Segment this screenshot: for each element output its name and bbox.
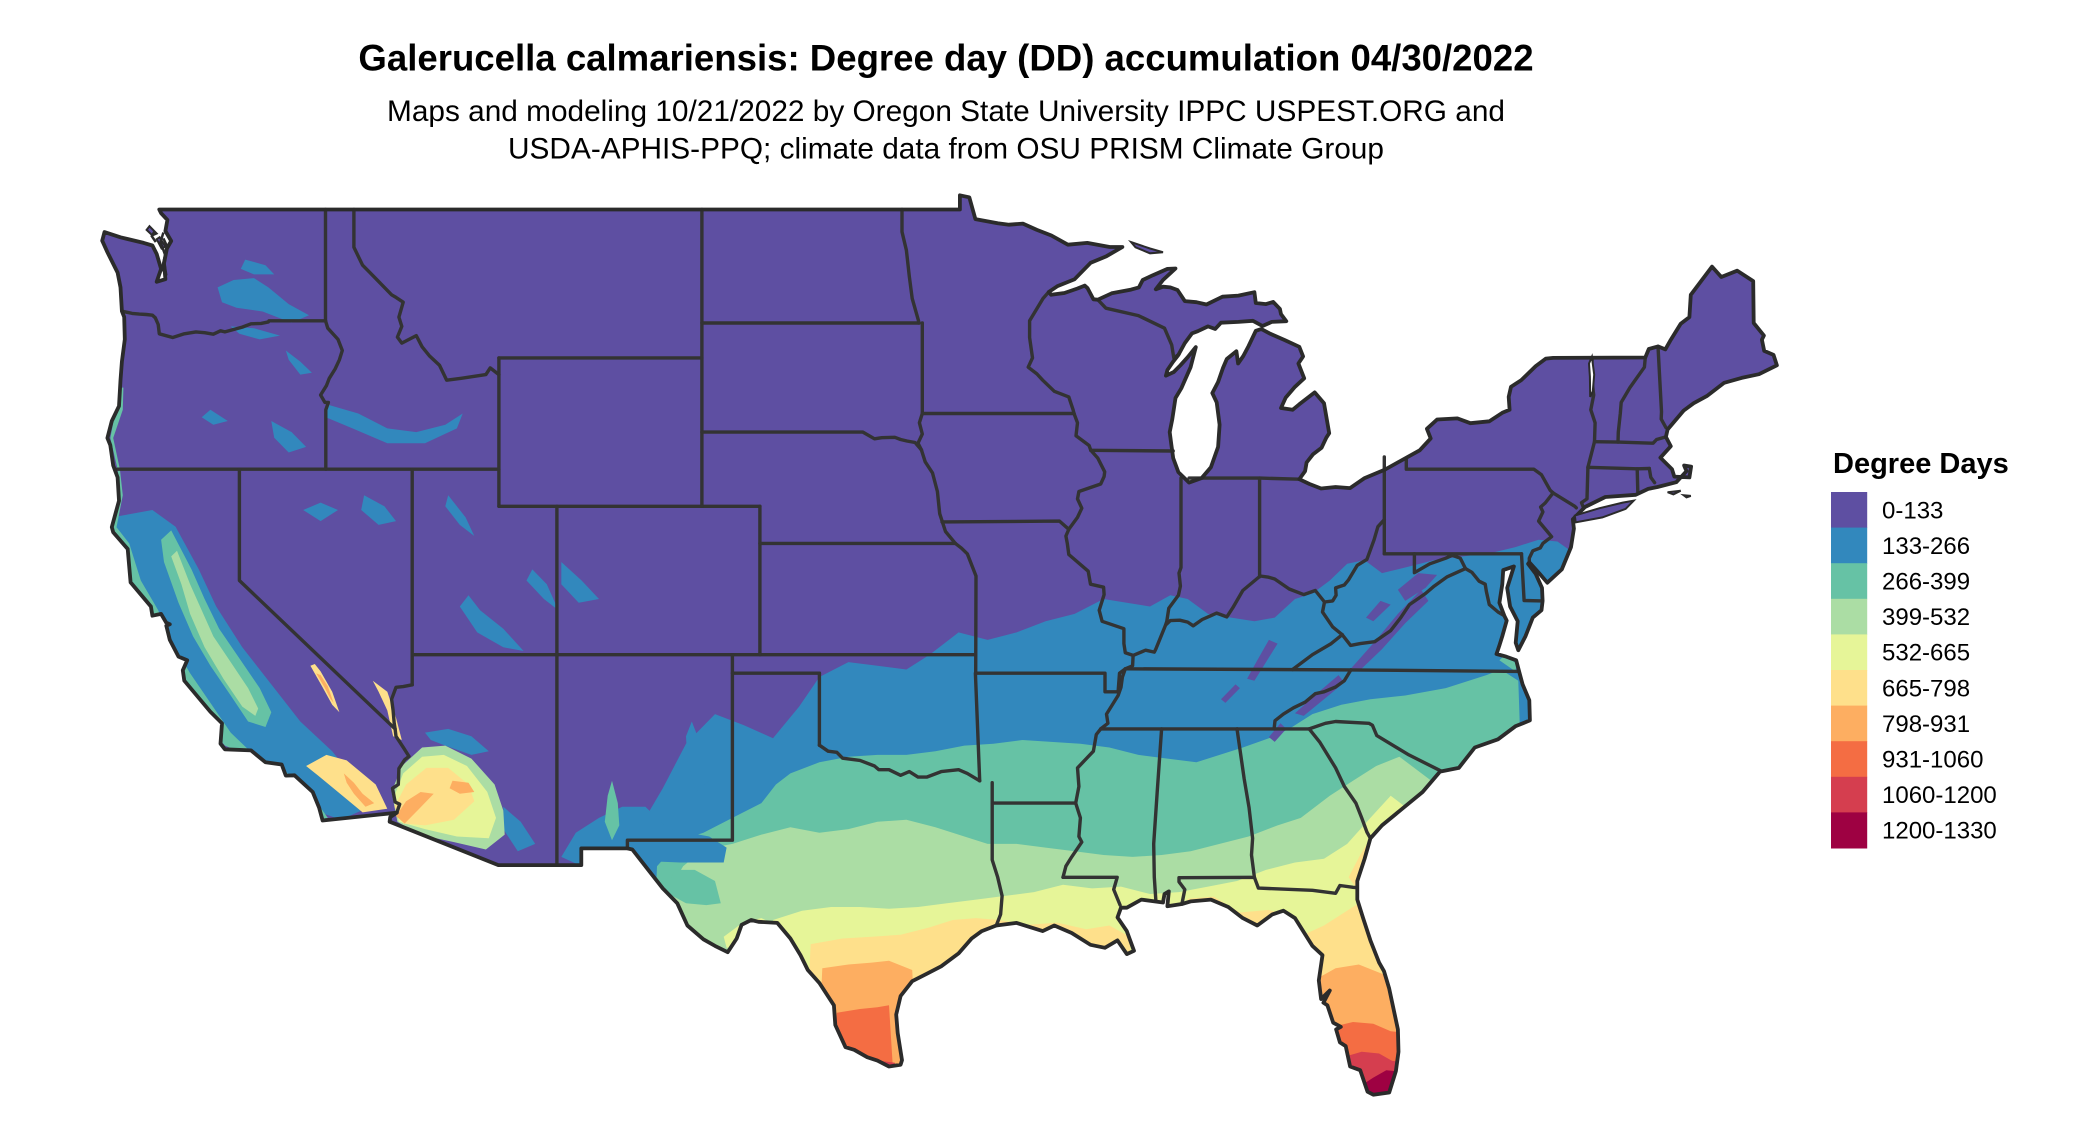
svg-text:Maps and modeling 10/21/2022 b: Maps and modeling 10/21/2022 by Oregon S…	[387, 95, 1505, 128]
svg-text:USDA-APHIS-PPQ; climate data f: USDA-APHIS-PPQ; climate data from OSU PR…	[508, 133, 1384, 166]
svg-text:931-1060: 931-1060	[1882, 747, 1983, 774]
svg-text:532-665: 532-665	[1882, 640, 1970, 667]
svg-text:798-931: 798-931	[1882, 711, 1970, 738]
svg-text:0-133: 0-133	[1882, 497, 1943, 524]
svg-text:665-798: 665-798	[1882, 675, 1970, 702]
svg-text:Degree Days: Degree Days	[1833, 448, 2009, 480]
svg-text:399-532: 399-532	[1882, 604, 1970, 631]
svg-text:133-266: 133-266	[1882, 533, 1970, 560]
svg-text:1200-1330: 1200-1330	[1882, 818, 1997, 845]
svg-text:266-399: 266-399	[1882, 569, 1970, 596]
svg-text:Galerucella calmariensis: Degr: Galerucella calmariensis: Degree day (DD…	[358, 38, 1533, 79]
svg-text:1060-1200: 1060-1200	[1882, 782, 1997, 809]
